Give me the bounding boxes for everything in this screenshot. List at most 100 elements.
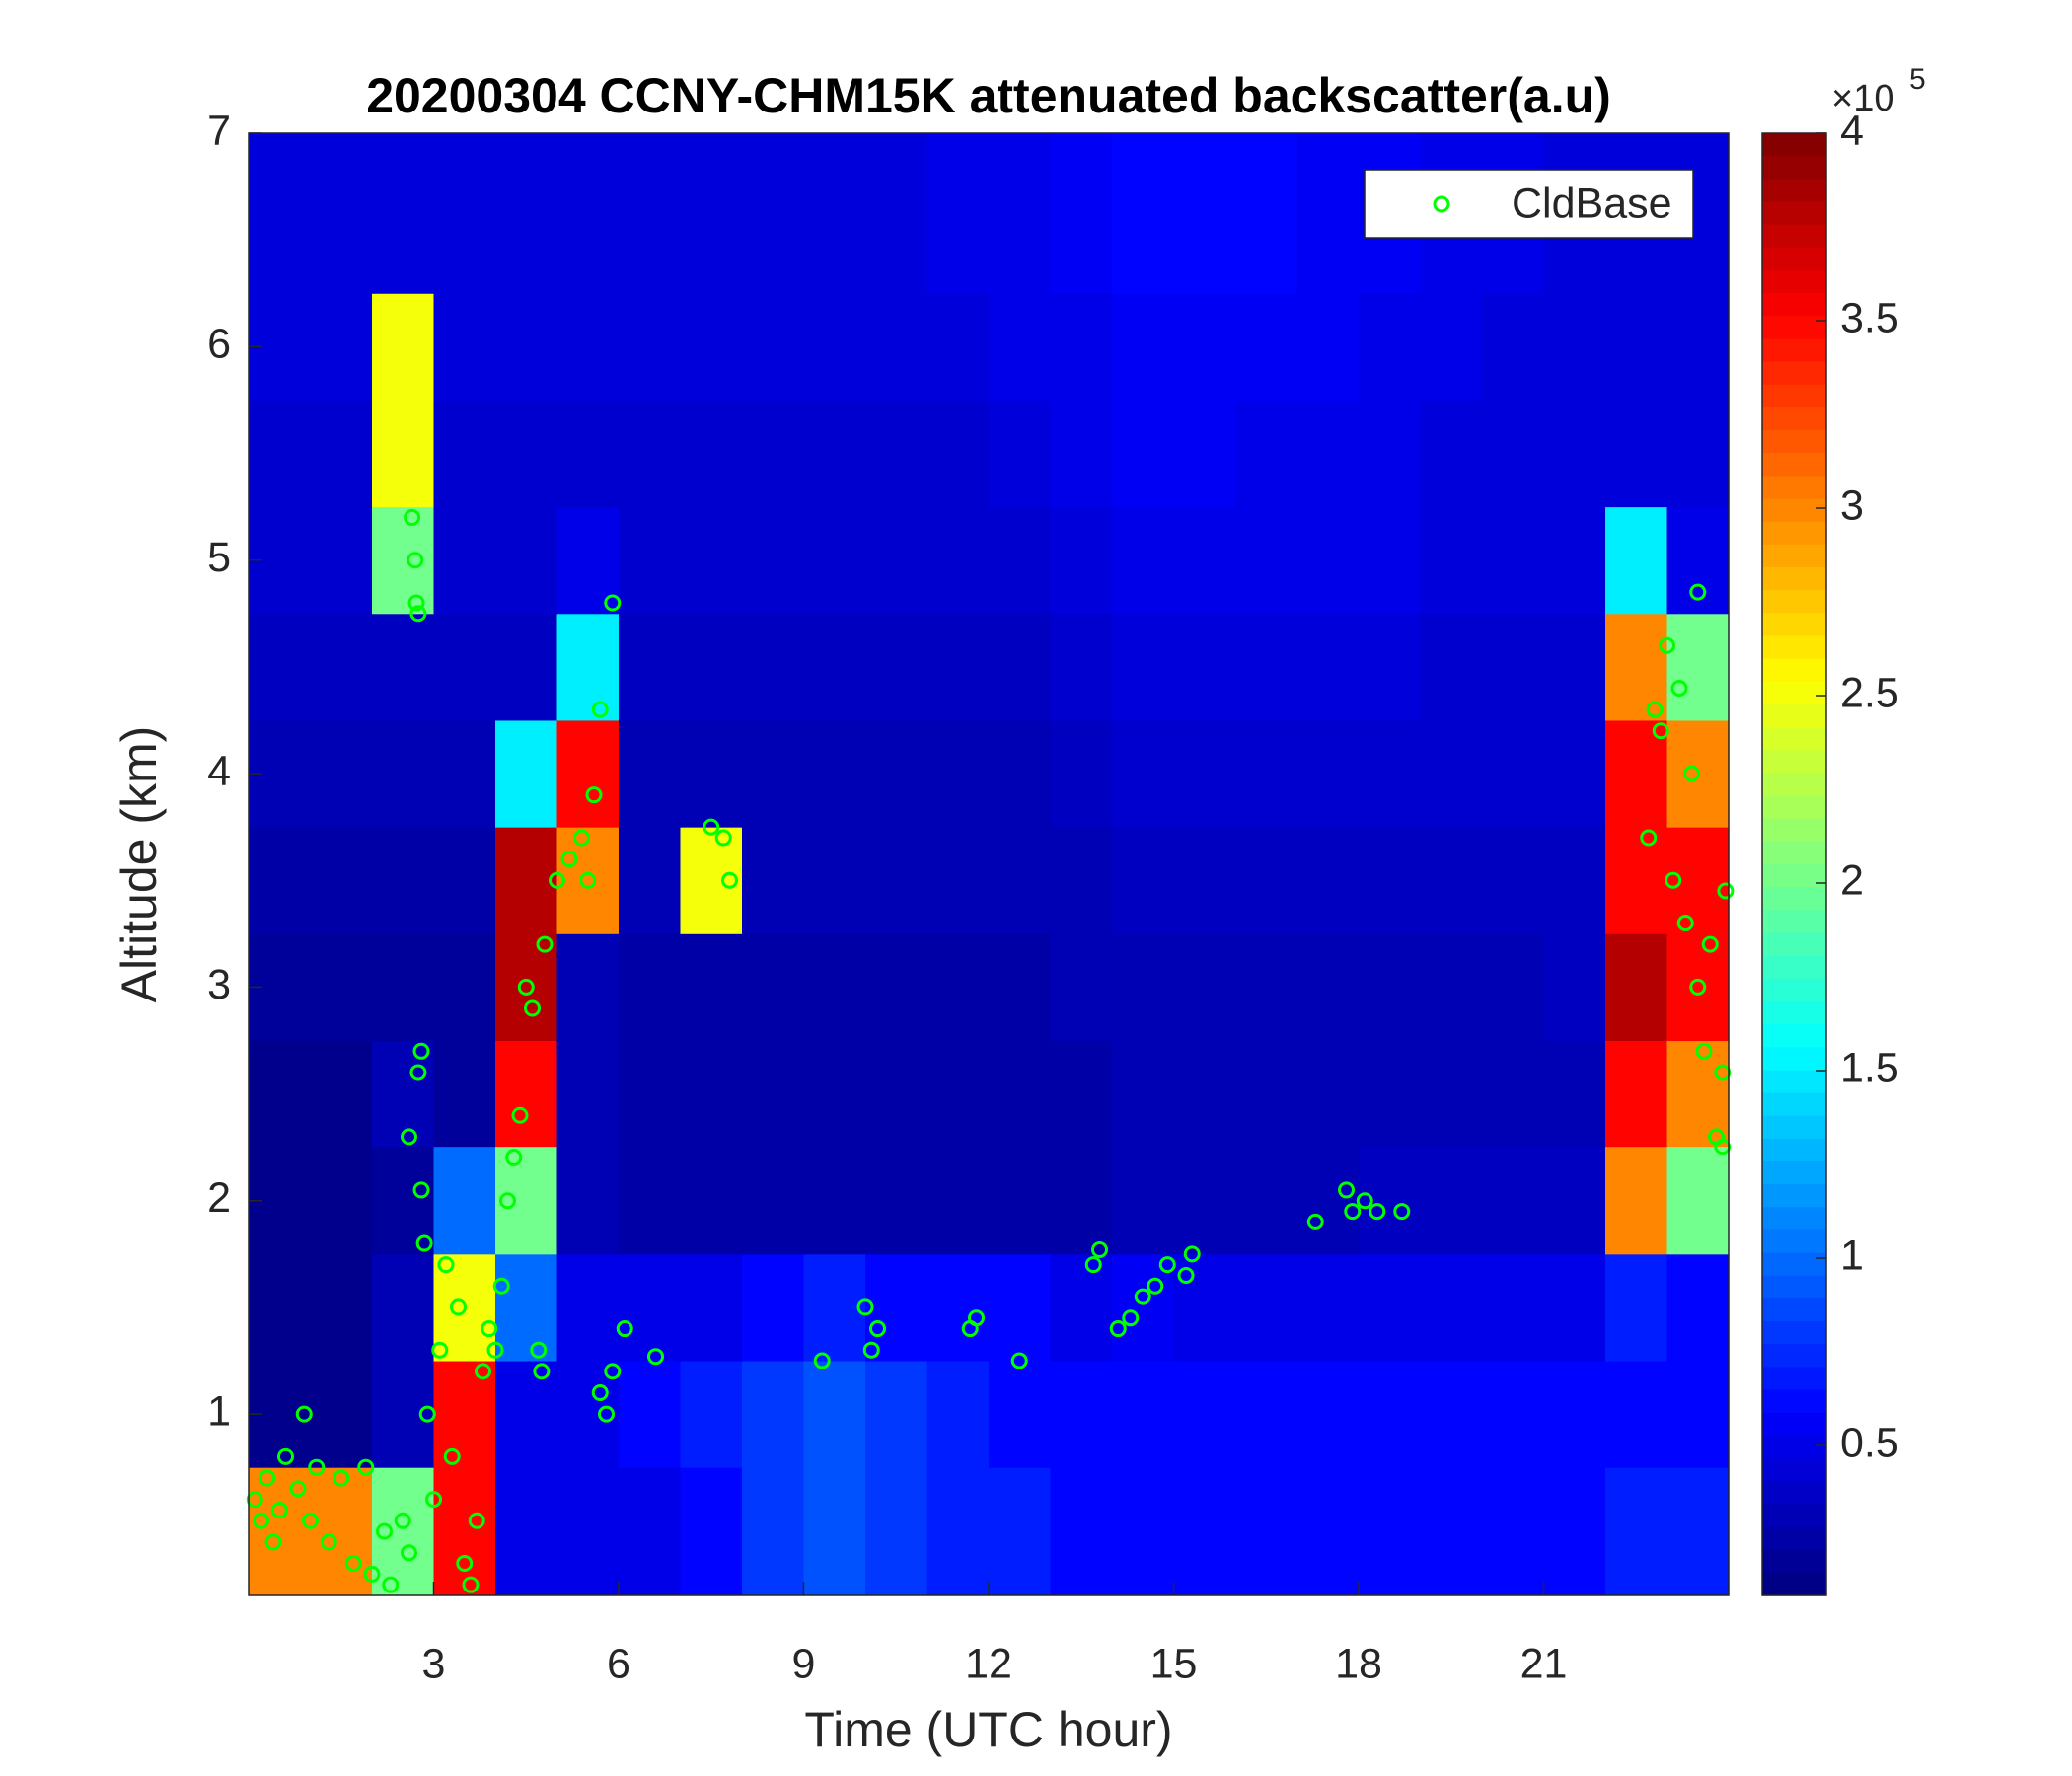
heatmap-cell: [433, 933, 496, 1041]
heatmap-cell: [1173, 506, 1236, 615]
heatmap-cell: [803, 1467, 866, 1596]
heatmap-cell: [1359, 613, 1421, 721]
heatmap-cell: [1112, 1040, 1174, 1148]
colorbar-tick-label: 2: [1840, 856, 1864, 904]
heatmap-cell: [249, 1040, 311, 1148]
heatmap-cell: [372, 400, 434, 508]
colorbar-step: [1762, 201, 1826, 226]
heatmap-cell: [495, 1467, 557, 1596]
heatmap-cell: [742, 1147, 804, 1255]
heatmap-cell: [1112, 293, 1174, 401]
colorbar-step: [1762, 544, 1826, 568]
heatmap-cell: [433, 293, 496, 401]
colorbar-step: [1762, 1389, 1826, 1414]
heatmap-cell: [1112, 719, 1174, 828]
heatmap-cell: [742, 933, 804, 1041]
colorbar-step: [1762, 338, 1826, 363]
heatmap-cell: [556, 1467, 620, 1596]
heatmap-cell: [865, 1361, 927, 1468]
heatmap-cell: [1296, 1040, 1360, 1148]
heatmap-cell: [619, 933, 681, 1041]
cloud-base-point: [585, 786, 603, 804]
heatmap-cell: [249, 613, 311, 721]
cloud-base-point: [431, 1341, 449, 1359]
heatmap-cell: [1605, 1147, 1667, 1255]
colorbar-step: [1762, 727, 1826, 751]
cloud-base-point: [604, 594, 622, 612]
heatmap-cell: [989, 133, 1051, 294]
heatmap-cell: [803, 933, 866, 1041]
colorbar-step: [1762, 635, 1826, 660]
colorbar-step: [1762, 1138, 1826, 1162]
colorbar-step: [1762, 1572, 1826, 1596]
heatmap-cell: [1296, 1361, 1360, 1468]
colorbar-step: [1762, 910, 1826, 934]
cloud-base-point: [253, 1512, 269, 1529]
cloud-base-point: [308, 1458, 326, 1476]
heatmap-cell: [1112, 1147, 1174, 1255]
y-tick-label: 4: [207, 747, 231, 794]
colorbar-step: [1762, 247, 1826, 271]
colorbar-step: [1762, 1047, 1826, 1072]
heatmap-cell: [1543, 400, 1606, 508]
colorbar-step: [1762, 818, 1826, 843]
heatmap-cell: [926, 506, 990, 615]
cloud-base-point: [1717, 882, 1735, 900]
heatmap-cell: [865, 719, 927, 828]
colorbar-tick-label: 3: [1840, 481, 1864, 529]
colorbar-step: [1762, 224, 1826, 249]
colorbar-step: [1762, 1229, 1826, 1254]
heatmap-cell: [372, 827, 434, 934]
heatmap-cell: [433, 719, 496, 828]
cloud-base-point: [1356, 1192, 1373, 1210]
colorbar-step: [1762, 361, 1826, 386]
heatmap-cell: [556, 400, 620, 508]
cloud-base-point: [481, 1320, 498, 1338]
cloud-base-point: [415, 1234, 433, 1252]
heatmap-cell: [619, 400, 681, 508]
heatmap-cell: [1420, 719, 1483, 828]
x-tick-label: 18: [1335, 1640, 1382, 1687]
heatmap-cell: [1296, 1147, 1360, 1255]
heatmap-cell: [865, 827, 927, 934]
heatmap-cell: [1359, 719, 1421, 828]
heatmap-cell: [1050, 613, 1113, 721]
cloud-base-point: [270, 1501, 288, 1518]
heatmap-cell: [310, 827, 373, 934]
heatmap-cell: [1666, 827, 1730, 934]
cloud-base-point: [968, 1309, 985, 1327]
heatmap-cell: [865, 933, 927, 1041]
colorbar-multiplier: ×10: [1831, 78, 1894, 119]
colorbar-step: [1762, 1252, 1826, 1277]
heatmap-cell: [1050, 827, 1113, 934]
cloud-base-point: [456, 1555, 474, 1573]
heatmap-cell: [989, 1467, 1051, 1596]
cloud-base-point: [591, 1383, 609, 1401]
colorbar-tick-label: 1.5: [1840, 1044, 1899, 1091]
heatmap-cell: [1605, 1467, 1667, 1596]
heatmap-cell: [1482, 506, 1544, 615]
cloud-base-point: [425, 1491, 442, 1509]
cloud-base-point: [1393, 1203, 1411, 1221]
heatmap-cell: [433, 400, 496, 508]
y-tick-label: 7: [207, 107, 231, 154]
heatmap-cell: [1666, 1253, 1730, 1362]
heatmap-cell: [1359, 827, 1421, 934]
cloud-base-point: [1701, 935, 1719, 953]
y-axis-label: Altitude (km): [111, 726, 167, 1003]
heatmap-cell: [989, 719, 1051, 828]
heatmap-cell: [1050, 1467, 1113, 1596]
heatmap-cell: [1235, 293, 1297, 401]
cloud-base-point: [289, 1480, 307, 1498]
heatmap-cell: [1050, 293, 1113, 401]
cloud-base-point: [1010, 1352, 1028, 1369]
heatmap-cell: [310, 400, 373, 508]
heatmap-cell: [680, 1253, 743, 1362]
heatmap-cell: [310, 1467, 373, 1596]
cloud-base-point: [505, 1148, 523, 1166]
cloud-base-point: [407, 552, 424, 569]
colorbar-step: [1762, 1526, 1826, 1551]
heatmap-cell: [926, 400, 990, 508]
heatmap-cell: [1112, 613, 1174, 721]
